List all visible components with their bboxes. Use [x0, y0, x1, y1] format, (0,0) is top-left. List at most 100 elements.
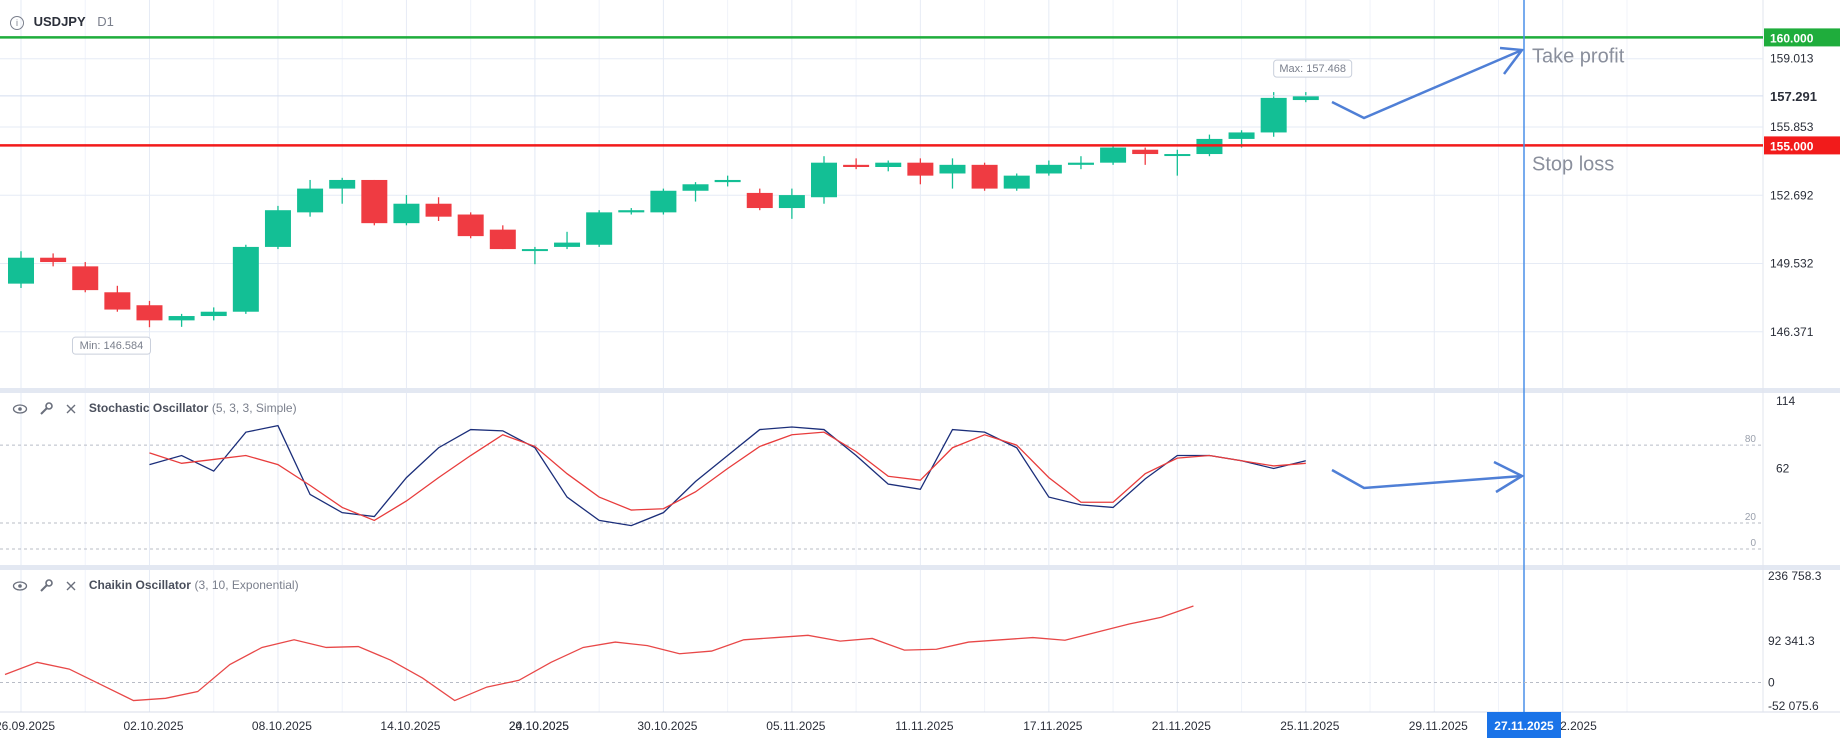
candle-body: [361, 179, 388, 224]
chaikin-title: Chaikin Oscillator: [88, 578, 191, 592]
stop-loss-text: Stop loss: [1532, 153, 1614, 175]
wrench-icon[interactable]: [38, 578, 54, 594]
info-icon[interactable]: i: [10, 16, 24, 30]
stop-loss-value: 155.000: [1770, 139, 1814, 153]
candle-body: [329, 179, 356, 189]
candle-body: [971, 164, 998, 189]
candle-body: [714, 179, 741, 183]
x-tick-label: 11.11.2025: [895, 719, 954, 733]
stoch-level-label: 20: [1745, 512, 1757, 523]
x-tick-label: 02.10.2025: [123, 719, 183, 733]
max-label-box: [1273, 59, 1353, 78]
stop-loss-badge: [1764, 136, 1840, 155]
y-tick-label: 159.013: [1770, 52, 1814, 66]
stoch-params: (5, 3, 3, Simple): [211, 401, 297, 415]
stoch-level-label: 80: [1745, 434, 1757, 445]
chaikin-params: (3, 10, Exponential): [194, 578, 299, 592]
candle-body: [1228, 132, 1255, 139]
pane-separator: [0, 388, 1840, 393]
x-tick-label: 05.11.2025: [766, 719, 825, 733]
candle-body: [72, 266, 99, 291]
min-label: Min: 146.584: [80, 340, 144, 352]
candle-body: [104, 292, 131, 310]
candle-body: [425, 203, 452, 217]
candle-body: [554, 242, 581, 247]
y-tick-label: 236 758.3: [1768, 569, 1822, 583]
symbol-header: i USDJPY D1: [10, 14, 114, 30]
stoch-header: Stochastic Oscillator (5, 3, 3, Simple): [12, 400, 297, 417]
x-tick-label: 21.11.2025: [1152, 719, 1211, 733]
x-tick-label: 25.11.2025: [1280, 719, 1339, 733]
candle-body: [521, 249, 548, 252]
candle-body: [200, 311, 227, 317]
candle-body: [1003, 175, 1030, 189]
close-icon[interactable]: [63, 578, 79, 594]
x-tick-label: 29.11.2025: [1409, 719, 1468, 733]
candle-body: [457, 214, 484, 237]
x-tick-label: 24.10.2025: [509, 719, 569, 733]
candle-body: [8, 257, 34, 284]
candle-body: [746, 192, 773, 209]
candle-body: [1067, 162, 1094, 165]
close-icon[interactable]: [63, 401, 79, 417]
candle-body: [489, 229, 516, 250]
candle-body: [875, 162, 902, 167]
y-tick-label: 149.532: [1770, 257, 1814, 271]
candle-body: [843, 164, 870, 167]
y-tick-label: -52 075.6: [1768, 699, 1819, 713]
candle-body: [1132, 149, 1159, 155]
x-tick-label: 30.10.2025: [637, 719, 697, 733]
stoch-forecast-arrow-head: [1493, 460, 1525, 494]
stoch-forecast-arrow: [1331, 468, 1523, 490]
candle-body: [811, 162, 837, 198]
candle-body: [586, 212, 613, 245]
candle-body: [168, 316, 195, 321]
candle-body: [40, 257, 67, 263]
time-cursor-badge: [1487, 712, 1561, 738]
chaikin-series-line: [4, 605, 1194, 702]
candle-body: [682, 184, 709, 191]
candle-body: [1292, 95, 1319, 101]
candle-body: [1164, 154, 1191, 157]
y-tick-label: 92 341.3: [1768, 634, 1815, 648]
eye-icon[interactable]: [12, 401, 28, 417]
y-tick-label: 62: [1776, 462, 1790, 476]
x-tick-label: 14.10.2025: [380, 719, 440, 733]
y-tick-label: 114: [1776, 394, 1795, 408]
candle-body: [264, 210, 291, 247]
x-tick-label: 08.10.2025: [252, 719, 312, 733]
stoch-title: Stochastic Oscillator: [88, 401, 209, 415]
wrench-icon[interactable]: [38, 401, 54, 417]
candle-body: [136, 305, 163, 321]
candle-body: [618, 210, 645, 213]
y-tick-label: 146.371: [1770, 325, 1814, 339]
candle-body: [297, 188, 324, 213]
timeframe[interactable]: D1: [97, 14, 114, 29]
y-tick-label: 152.692: [1770, 188, 1814, 202]
max-label: Max: 157.468: [1279, 63, 1346, 75]
chaikin-header: Chaikin Oscillator (3, 10, Exponential): [12, 577, 299, 594]
x-tick-label: 17.11.2025: [1023, 719, 1082, 733]
take-profit-badge: [1764, 28, 1840, 47]
y-tick-label: 155.853: [1770, 120, 1814, 134]
candle-body: [1260, 97, 1287, 133]
y-tick-label: 0: [1768, 676, 1775, 690]
x-tick-label: 26.09.2025: [0, 719, 55, 733]
current-price-label: 157.291: [1770, 89, 1817, 104]
forecast-arrow-head: [1499, 46, 1525, 75]
eye-icon[interactable]: [12, 578, 28, 594]
x-tick-label: 20.10.2025: [509, 719, 569, 733]
min-label-box: [71, 336, 151, 355]
stoch-series-line: [149, 424, 1306, 527]
stoch-level-label: 0: [1750, 538, 1756, 549]
stoch-series-line: [149, 431, 1306, 522]
take-profit-text: Take profit: [1532, 45, 1625, 67]
symbol-name: USDJPY: [33, 14, 86, 29]
candle-body: [650, 190, 677, 213]
pane-separator: [0, 565, 1840, 570]
candle-body: [939, 164, 966, 174]
candle-body: [232, 246, 259, 312]
candle-body: [778, 195, 805, 209]
